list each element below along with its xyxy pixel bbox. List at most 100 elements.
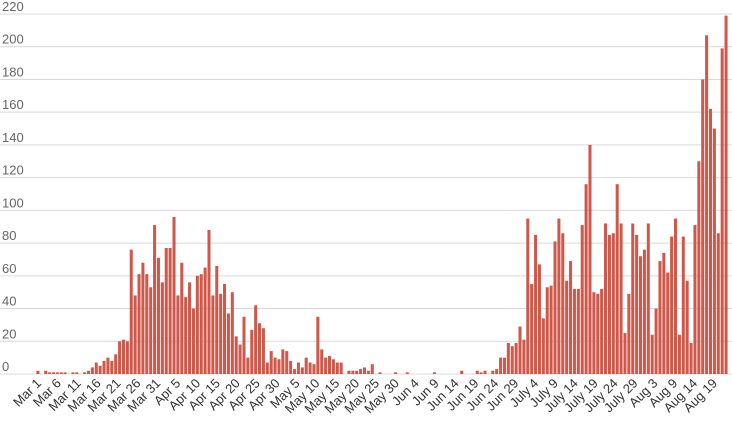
bar	[63, 372, 67, 374]
bar	[234, 336, 238, 374]
y-tick-label: 140	[2, 130, 24, 145]
bar	[561, 233, 565, 374]
bar	[491, 370, 495, 374]
bar	[693, 225, 697, 374]
bar	[215, 266, 219, 374]
bar	[106, 357, 110, 374]
bar	[156, 257, 160, 374]
bar	[242, 316, 246, 374]
bar	[631, 223, 635, 374]
bar	[588, 144, 592, 374]
bar	[685, 280, 689, 374]
bar	[304, 357, 308, 374]
bar	[522, 339, 526, 374]
bar	[378, 372, 382, 374]
bar	[211, 295, 215, 374]
bar	[114, 354, 118, 374]
bar	[654, 308, 658, 374]
bar	[137, 274, 141, 374]
bar	[320, 349, 324, 374]
bar	[720, 48, 724, 375]
bar	[724, 15, 728, 374]
bar	[265, 362, 269, 374]
bar	[86, 370, 90, 374]
bars	[36, 15, 728, 375]
bar	[615, 184, 619, 374]
bar	[308, 362, 312, 374]
bar	[312, 364, 316, 374]
bar	[328, 356, 332, 374]
bar	[250, 329, 254, 374]
bar	[460, 370, 464, 374]
bar	[176, 295, 180, 374]
bar	[223, 284, 227, 374]
bar	[141, 262, 145, 374]
bar	[254, 305, 258, 374]
bar	[475, 370, 479, 374]
bar	[44, 370, 48, 374]
bar	[592, 292, 596, 374]
bar	[596, 293, 600, 374]
bar	[203, 267, 207, 374]
bar	[324, 357, 328, 374]
bar	[110, 360, 114, 374]
bar	[646, 223, 650, 374]
bar	[576, 288, 580, 374]
y-tick-label: 40	[2, 294, 16, 309]
bar	[506, 342, 510, 374]
bar	[145, 274, 149, 374]
bar	[168, 248, 172, 374]
bar	[339, 362, 343, 374]
bar	[246, 357, 250, 374]
y-tick-label: 160	[2, 97, 24, 112]
bar	[432, 372, 436, 374]
bar	[607, 234, 611, 374]
bar	[689, 342, 693, 374]
bar	[670, 236, 674, 374]
bar	[526, 218, 530, 374]
bar	[705, 35, 709, 375]
bar	[230, 292, 234, 374]
bar	[514, 342, 518, 374]
bar	[296, 362, 300, 374]
bar	[125, 341, 129, 374]
bar	[701, 79, 705, 374]
bar	[712, 128, 716, 374]
bar	[623, 333, 627, 374]
bar	[273, 357, 277, 374]
bar	[191, 308, 195, 374]
bar	[153, 225, 157, 374]
bar	[184, 297, 188, 374]
bar	[48, 372, 52, 374]
bar	[59, 372, 63, 374]
bar	[677, 334, 681, 374]
bar	[261, 328, 265, 374]
bar	[572, 288, 576, 374]
bar	[300, 367, 304, 374]
y-tick-label: 180	[2, 64, 24, 79]
bar	[75, 372, 79, 374]
y-tick-label: 200	[2, 32, 24, 47]
bar	[499, 357, 503, 374]
bar	[36, 370, 40, 374]
bar	[545, 287, 549, 374]
bar	[483, 370, 487, 374]
bar	[94, 362, 98, 374]
bar	[619, 223, 623, 374]
bar	[716, 233, 720, 374]
bar	[281, 349, 285, 374]
bar	[627, 293, 631, 374]
bar	[708, 108, 713, 374]
bar	[285, 351, 289, 374]
bar	[530, 284, 534, 374]
bar	[351, 370, 355, 374]
bar	[362, 367, 367, 374]
y-tick-label: 20	[2, 326, 16, 341]
bar	[541, 318, 545, 374]
bar	[658, 261, 662, 374]
bar	[121, 339, 125, 374]
bar	[537, 264, 541, 374]
bar	[580, 225, 584, 374]
